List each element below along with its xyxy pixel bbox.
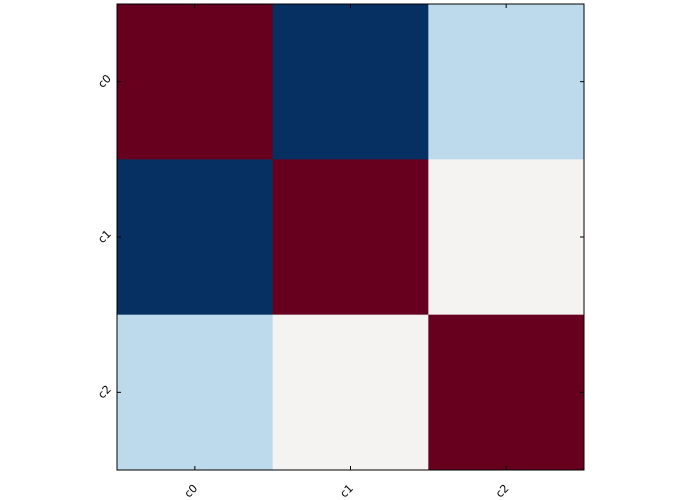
heatmap-cells [117,4,585,471]
heatmap-cell-c1-c1 [272,159,429,316]
x-tick-label-c2: c2 [493,482,511,500]
y-tick-label-c0: c0 [95,72,113,90]
x-tick-label-c0: c0 [182,482,200,500]
axis-ticks [117,4,584,470]
heatmap-cell-c0-c1 [272,4,429,160]
heatmap-cell-c0-c2 [428,4,585,160]
x-tick-labels: c0 c1 c2 [182,482,512,500]
x-tick-label-c1: c1 [337,482,355,500]
heatmap-cell-c1-c0 [117,159,274,316]
y-tick-label-c2: c2 [95,383,113,401]
heatmap-cell-c2-c0 [117,314,274,471]
heatmap-cell-c0-c0 [117,4,274,160]
y-tick-labels: c0 c1 c2 [95,72,113,401]
heatmap-cell-c2-c1 [272,314,429,471]
y-tick-label-c1: c1 [95,227,113,245]
heatmap-cell-c2-c2 [428,314,585,471]
heatmap-cell-c1-c2 [428,159,585,316]
